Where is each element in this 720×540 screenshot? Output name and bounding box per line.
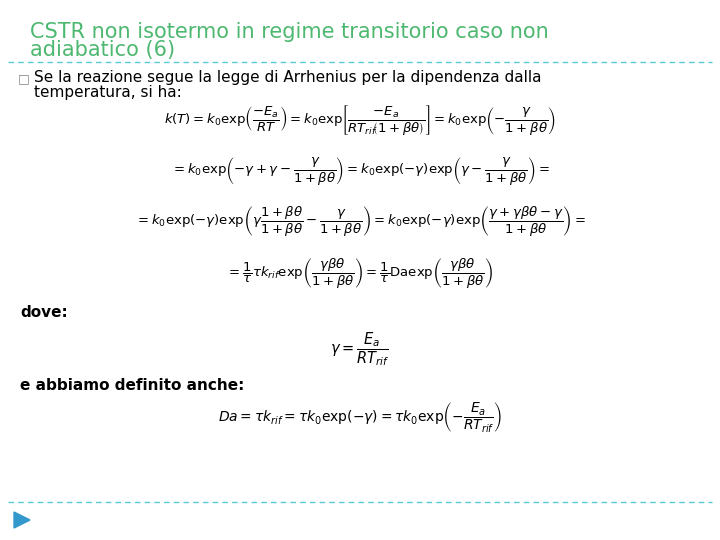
Text: $=k_0\exp(-\gamma)\exp\!\left(\gamma\dfrac{1+\beta\theta}{1+\beta\theta}-\dfrac{: $=k_0\exp(-\gamma)\exp\!\left(\gamma\dfr…	[135, 205, 585, 239]
Polygon shape	[14, 512, 30, 528]
Text: $Da = \tau k_{rif} = \tau k_0\exp(-\gamma)=\tau k_0\exp\!\left(-\dfrac{E_a}{RT_{: $Da = \tau k_{rif} = \tau k_0\exp(-\gamm…	[218, 400, 502, 434]
Text: adiabatico (6): adiabatico (6)	[30, 40, 175, 60]
Text: $=k_0\exp\!\left(-\gamma+\gamma-\dfrac{\gamma}{1+\beta\theta}\right)=k_0\exp(-\g: $=k_0\exp\!\left(-\gamma+\gamma-\dfrac{\…	[171, 155, 549, 187]
Text: $\gamma = \dfrac{E_a}{RT_{rif}}$: $\gamma = \dfrac{E_a}{RT_{rif}}$	[330, 330, 390, 368]
Text: e abbiamo definito anche:: e abbiamo definito anche:	[20, 378, 244, 393]
Text: dove:: dove:	[20, 305, 68, 320]
Text: CSTR non isotermo in regime transitorio caso non: CSTR non isotermo in regime transitorio …	[30, 22, 549, 42]
Text: temperatura, si ha:: temperatura, si ha:	[34, 85, 181, 100]
Text: □: □	[18, 72, 30, 85]
Text: $k(T) = k_0\exp\!\left(\dfrac{-E_a}{RT}\right) = k_0\exp\!\left[\dfrac{-E_a}{RT_: $k(T) = k_0\exp\!\left(\dfrac{-E_a}{RT}\…	[164, 103, 556, 137]
Text: Se la reazione segue la legge di Arrhenius per la dipendenza dalla: Se la reazione segue la legge di Arrheni…	[34, 70, 541, 85]
Text: $=\dfrac{1}{\tau}\tau k_{rif}\exp\!\left(\dfrac{\gamma\beta\theta}{1+\beta\theta: $=\dfrac{1}{\tau}\tau k_{rif}\exp\!\left…	[227, 257, 493, 291]
